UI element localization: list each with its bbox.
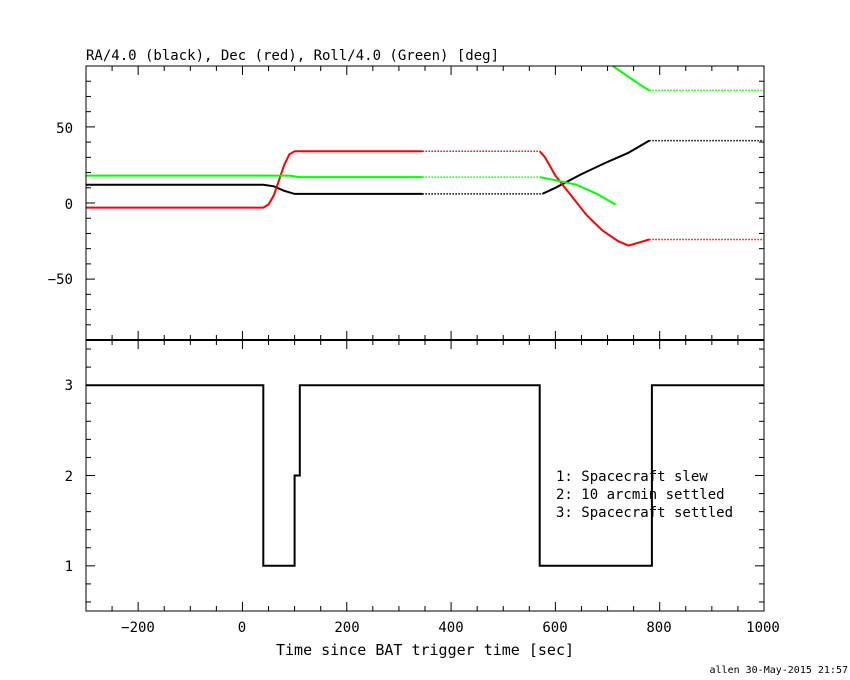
x-axis-label: Time since BAT trigger time [sec] <box>276 641 574 659</box>
xtick-label: 1000 <box>746 620 780 636</box>
legend-line: 2: 10 arcmin settled <box>556 487 725 503</box>
attitude-series-2 <box>541 139 650 195</box>
attitude-series-6 <box>538 150 650 247</box>
bottom-ytick-label: 1 <box>65 559 73 575</box>
legend-line: 1: Spacecraft slew <box>556 469 708 485</box>
attitude-series-10 <box>539 176 616 206</box>
top-ytick-label: −50 <box>48 272 73 288</box>
bottom-ytick-label: 2 <box>65 469 73 485</box>
attitude-series-4 <box>86 150 423 209</box>
attitude-series-8 <box>86 174 423 179</box>
attitude-series-11 <box>612 65 650 92</box>
xtick-label: −200 <box>121 620 155 636</box>
footer-stamp: allen 30-May-2015 21:57 <box>710 665 848 676</box>
xtick-label: 200 <box>334 620 359 636</box>
attitude-series-0 <box>86 183 423 195</box>
settle-status-series-0 <box>86 384 764 567</box>
bottom-ytick-label: 3 <box>65 378 73 394</box>
xtick-label: 400 <box>438 620 463 636</box>
legend-line: 3: Spacecraft settled <box>556 505 733 521</box>
top-ytick-label: 50 <box>56 121 73 137</box>
top-ytick-label: 0 <box>65 197 73 213</box>
data-curves <box>86 65 764 567</box>
xtick-label: 800 <box>646 620 671 636</box>
xtick-label: 0 <box>238 620 246 636</box>
xtick-label: 600 <box>542 620 567 636</box>
top-panel-title: RA/4.0 (black), Dec (red), Roll/4.0 (Gre… <box>86 48 499 64</box>
